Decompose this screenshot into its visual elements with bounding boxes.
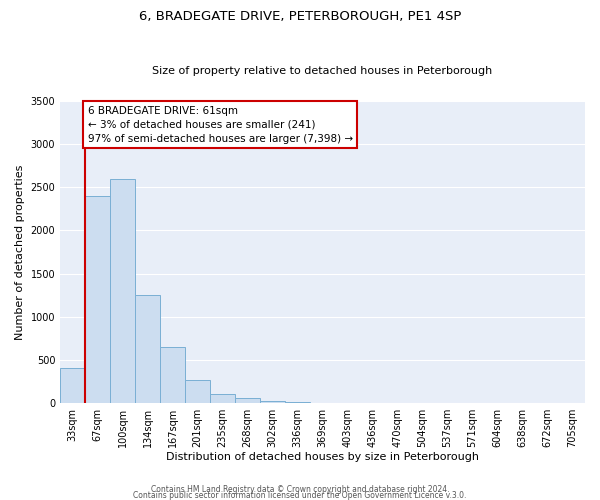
Text: Contains HM Land Registry data © Crown copyright and database right 2024.: Contains HM Land Registry data © Crown c…	[151, 484, 449, 494]
Bar	[235, 398, 260, 402]
Text: Contains public sector information licensed under the Open Government Licence v.: Contains public sector information licen…	[133, 490, 467, 500]
Bar	[85, 196, 110, 402]
Text: 6 BRADEGATE DRIVE: 61sqm
← 3% of detached houses are smaller (241)
97% of semi-d: 6 BRADEGATE DRIVE: 61sqm ← 3% of detache…	[88, 106, 353, 144]
Bar	[135, 295, 160, 403]
Bar	[185, 380, 210, 402]
Title: Size of property relative to detached houses in Peterborough: Size of property relative to detached ho…	[152, 66, 493, 76]
Bar	[60, 368, 85, 402]
Bar	[210, 394, 235, 402]
X-axis label: Distribution of detached houses by size in Peterborough: Distribution of detached houses by size …	[166, 452, 479, 462]
Bar	[110, 179, 135, 402]
Y-axis label: Number of detached properties: Number of detached properties	[15, 164, 25, 340]
Text: 6, BRADEGATE DRIVE, PETERBOROUGH, PE1 4SP: 6, BRADEGATE DRIVE, PETERBOROUGH, PE1 4S…	[139, 10, 461, 23]
Bar	[260, 401, 285, 402]
Bar	[160, 346, 185, 403]
